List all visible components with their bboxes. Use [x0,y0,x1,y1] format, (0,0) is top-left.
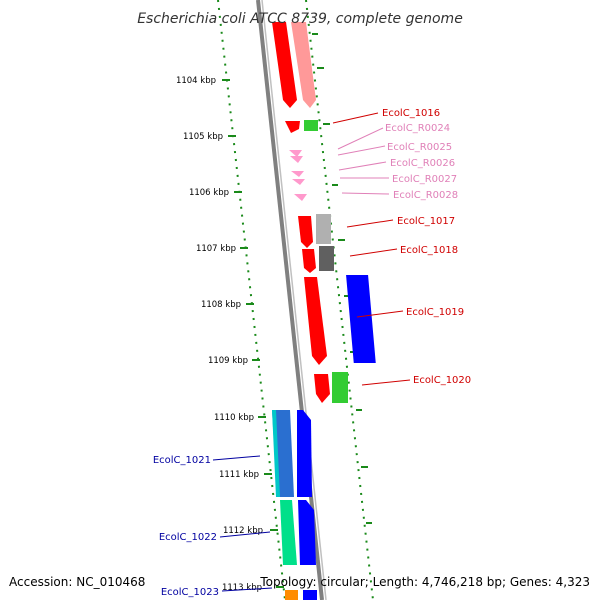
tick-label: 1107 kbp [196,244,236,254]
gene-label-ecolc-1020: EcolC_1020 [413,375,471,386]
tick-marks [222,79,284,588]
tick-labels: 1104 kbp 1105 kbp 1106 kbp 1107 kbp 1108… [176,76,263,593]
tick-label: 1106 kbp [189,188,229,198]
gc-skew-bars-right [312,33,372,524]
gene-label-ecolc-r0028: EcolC_R0028 [393,190,458,201]
gene-label-ecolc-r0026: EcolC_R0026 [390,158,455,169]
gene-feature-ecolc-1016 [285,121,300,133]
tick-label: 1109 kbp [208,356,248,366]
gene-feature-ecolc-1022-reverse [298,500,316,565]
gene-feature-top-reverse [291,22,316,108]
gene-feature-ecolc-1023 [285,590,298,600]
gene-label-ecolc-1016: EcolC_1016 [382,108,440,119]
backbone-line-dark [256,0,324,600]
gene-feature-ecolc-1019 [304,277,327,365]
tick-label: 1113 kbp [222,583,262,593]
leader-lines [212,112,411,592]
gene-feature-ecolc-1022 [280,500,297,565]
tick-label: 1111 kbp [219,470,259,480]
gene-label-ecolc-1022: EcolC_1022 [159,532,217,543]
rna-features [289,150,307,201]
gene-label-ecolc-1019: EcolC_1019 [406,307,464,318]
topology-label: Topology: circular; Length: 4,746,218 bp… [259,575,590,589]
tick-label: 1112 kbp [223,526,263,536]
tick-label: 1105 kbp [183,132,223,142]
gene-feature-ecolc-1021-reverse [297,410,312,497]
gene-feature-ecolc-1017 [298,216,313,248]
tick-label: 1104 kbp [176,76,216,86]
gene-feature-ecolc-1016-skew [304,120,318,131]
gene-label-ecolc-1023: EcolC_1023 [161,587,219,598]
gene-feature-top-forward [272,22,297,108]
accession-label: Accession: NC_010468 [9,575,145,589]
gene-label-ecolc-1017: EcolC_1017 [397,216,455,227]
gene-feature-ecolc-1018-skew [319,246,334,271]
gene-feature-ecolc-1019-skew [346,275,376,363]
gene-labels: EcolC_1016 EcolC_R0024 EcolC_R0025 EcolC… [153,108,471,598]
gene-feature-ecolc-1018 [302,249,316,273]
gene-feature-ecolc-1020 [314,374,330,403]
tick-label: 1108 kbp [201,300,241,310]
gene-label-ecolc-1018: EcolC_1018 [400,245,458,256]
gene-label-ecolc-r0024: EcolC_R0024 [385,123,450,134]
gene-feature-ecolc-1023-reverse [303,590,317,600]
gene-feature-ecolc-1017-skew [316,214,331,244]
gene-feature-ecolc-1020-skew [332,372,348,403]
tick-label: 1110 kbp [214,413,254,423]
gene-feature-ecolc-1021-band [272,410,280,497]
gene-label-ecolc-r0027: EcolC_R0027 [392,174,457,185]
gene-label-ecolc-1021: EcolC_1021 [153,455,211,466]
map-title: Escherichia coli ATCC 8739, complete gen… [137,11,463,27]
gene-label-ecolc-r0025: EcolC_R0025 [387,142,452,153]
backbone-line-light [261,0,327,600]
